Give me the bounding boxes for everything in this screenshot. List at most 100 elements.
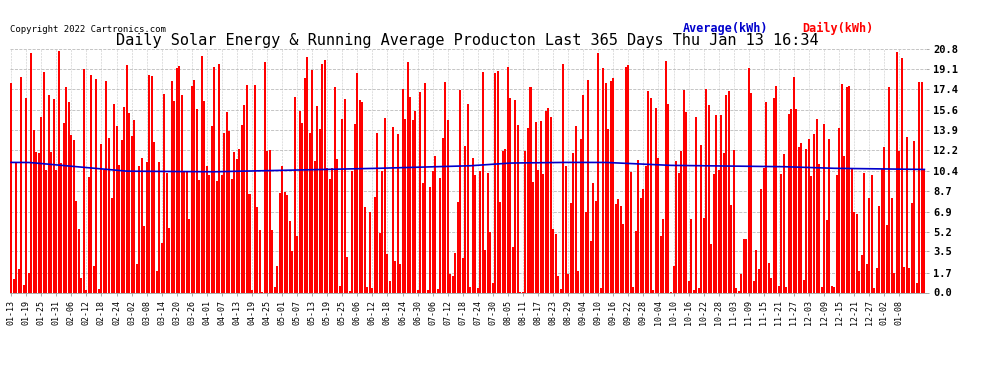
Title: Daily Solar Energy & Running Average Producton Last 365 Days Thu Jan 13 16:34: Daily Solar Energy & Running Average Pro…	[117, 33, 819, 48]
Bar	[108, 138, 110, 292]
Bar	[572, 153, 574, 292]
Bar	[914, 141, 916, 292]
Bar	[527, 128, 529, 292]
Bar	[424, 83, 426, 292]
Bar	[337, 159, 339, 292]
Bar	[532, 182, 534, 292]
Bar	[630, 172, 632, 292]
Bar	[474, 175, 476, 292]
Bar	[843, 156, 845, 292]
Bar	[713, 174, 715, 292]
Bar	[718, 170, 720, 292]
Bar	[878, 206, 880, 292]
Text: Daily(kWh): Daily(kWh)	[802, 22, 873, 35]
Bar	[587, 80, 589, 292]
Bar	[841, 84, 842, 292]
Bar	[70, 135, 72, 292]
Bar	[191, 86, 193, 292]
Bar	[537, 170, 539, 292]
Bar	[562, 64, 564, 292]
Bar	[20, 77, 22, 292]
Bar	[435, 156, 437, 292]
Bar	[364, 207, 366, 292]
Bar	[304, 78, 306, 292]
Bar	[296, 236, 298, 292]
Bar	[803, 280, 805, 292]
Bar	[597, 53, 599, 292]
Bar	[492, 284, 494, 292]
Bar	[141, 158, 143, 292]
Bar	[62, 123, 65, 292]
Bar	[901, 58, 903, 292]
Bar	[535, 122, 537, 292]
Bar	[78, 229, 80, 292]
Bar	[680, 151, 682, 292]
Bar	[118, 165, 120, 292]
Bar	[540, 121, 542, 292]
Bar	[773, 98, 775, 292]
Bar	[876, 268, 878, 292]
Bar	[301, 123, 303, 292]
Bar	[559, 289, 561, 292]
Bar	[728, 91, 730, 292]
Bar	[657, 158, 659, 292]
Bar	[33, 130, 35, 292]
Bar	[46, 170, 48, 292]
Bar	[703, 218, 705, 292]
Bar	[278, 193, 280, 292]
Bar	[620, 207, 622, 292]
Bar	[891, 198, 893, 292]
Bar	[281, 165, 283, 292]
Bar	[693, 290, 695, 292]
Bar	[224, 133, 226, 292]
Bar	[763, 168, 765, 292]
Bar	[911, 203, 913, 292]
Bar	[848, 86, 850, 292]
Bar	[831, 286, 833, 292]
Bar	[268, 150, 270, 292]
Bar	[111, 198, 113, 292]
Bar	[15, 162, 17, 292]
Bar	[484, 250, 486, 292]
Bar	[376, 132, 378, 292]
Bar	[745, 239, 747, 292]
Bar	[327, 168, 329, 292]
Bar	[356, 74, 358, 292]
Bar	[726, 95, 728, 292]
Bar	[612, 78, 615, 292]
Bar	[858, 271, 860, 292]
Bar	[515, 100, 517, 292]
Text: Average(kWh): Average(kWh)	[683, 22, 768, 35]
Bar	[65, 87, 67, 292]
Bar	[855, 214, 857, 292]
Bar	[221, 175, 223, 292]
Bar	[623, 224, 625, 292]
Bar	[95, 79, 97, 292]
Bar	[757, 269, 759, 292]
Bar	[454, 253, 456, 292]
Bar	[821, 287, 823, 292]
Bar	[244, 105, 246, 292]
Bar	[643, 189, 644, 292]
Bar	[146, 162, 148, 292]
Bar	[652, 290, 654, 292]
Bar	[342, 119, 344, 292]
Bar	[690, 219, 692, 292]
Bar	[334, 87, 336, 292]
Bar	[379, 232, 381, 292]
Bar	[93, 266, 95, 292]
Bar	[466, 104, 469, 292]
Bar	[248, 194, 250, 292]
Bar	[610, 81, 612, 292]
Bar	[510, 98, 512, 292]
Bar	[419, 92, 421, 292]
Bar	[361, 102, 363, 292]
Bar	[386, 254, 388, 292]
Bar	[432, 171, 434, 292]
Bar	[736, 288, 738, 292]
Bar	[28, 273, 30, 292]
Bar	[36, 152, 38, 292]
Bar	[487, 173, 489, 292]
Bar	[677, 173, 679, 292]
Bar	[236, 159, 238, 292]
